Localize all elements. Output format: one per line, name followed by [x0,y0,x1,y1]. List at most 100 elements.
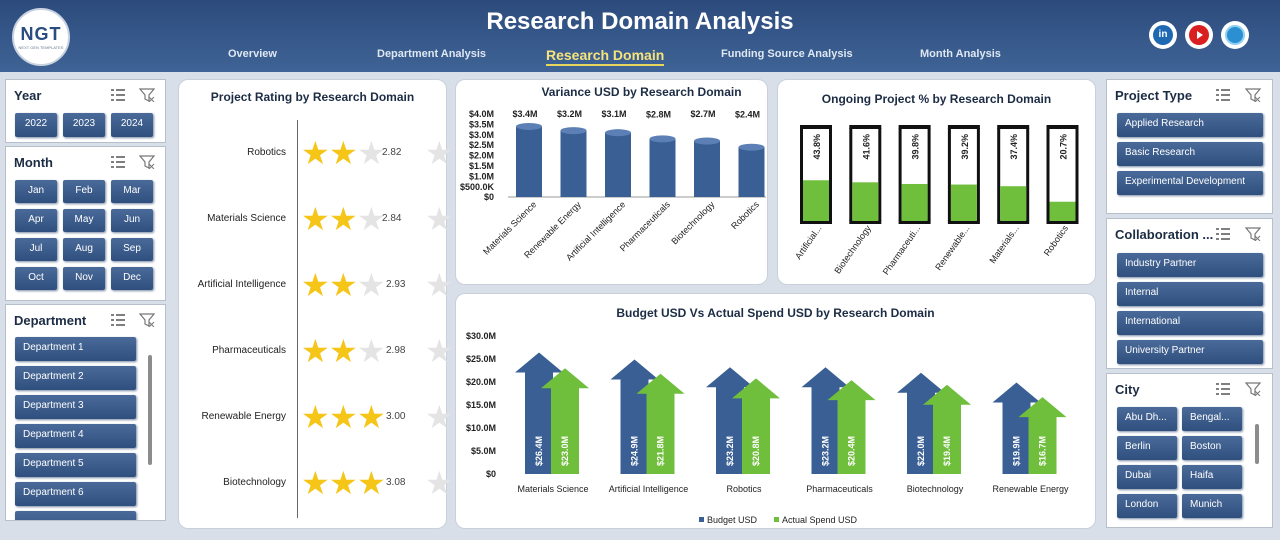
linkedin-button[interactable]: in [1149,21,1177,49]
city-item[interactable]: Bengal... [1182,407,1242,431]
actual-arrow [732,378,780,474]
ongoing-edge-left [1046,128,1050,221]
nav-research-domain[interactable]: Research Domain [546,47,665,66]
website-button[interactable] [1221,21,1249,49]
actual-arrow [541,368,589,474]
legend-actual-swatch [774,517,779,522]
month-may[interactable]: May [63,209,105,232]
rating-category-label: Pharmaceuticals [212,345,286,356]
rating-star-empty: ★ [425,135,454,171]
collaboration-item[interactable]: International [1117,311,1263,335]
clear-filter-icon[interactable] [139,313,155,327]
project-type-item[interactable]: Basic Research [1117,142,1263,166]
budget-ytick-label: $30.0M [466,331,496,341]
project-type-item[interactable]: Experimental Development [1117,171,1263,195]
ongoing-cap [1046,125,1079,129]
year-2022[interactable]: 2022 [15,113,57,137]
city-item[interactable]: Berlin [1117,436,1177,460]
ongoing-edge-right [1075,128,1079,221]
month-jan[interactable]: Jan [15,180,57,203]
youtube-icon [1189,25,1209,45]
clear-filter-icon[interactable] [139,88,155,102]
month-jul[interactable]: Jul [15,238,57,261]
month-sep[interactable]: Sep [111,238,153,261]
budget-ytick-label: $20.0M [466,377,496,387]
rating-star-empty: ★ [357,267,386,303]
department-item[interactable]: Department 4 [15,424,136,448]
ongoing-cap [800,125,832,129]
variance-ytick-label: $2.0M [469,151,494,161]
ongoing-edge-right [829,128,832,221]
city-item[interactable]: Munich [1182,494,1242,518]
department-item[interactable]: Department 3 [15,395,136,419]
city-item[interactable]: Abu Dh... [1117,407,1177,431]
budget-chart: $30.0M $25.0M $20.0M $15.0M $10.0M $5.0M $0 $26… [466,331,1069,525]
month-dec[interactable]: Dec [111,267,153,290]
department-item[interactable]: Department 1 [15,337,136,361]
multi-select-icon[interactable] [1215,382,1231,396]
budget-arrow-label: $23.2M [725,436,735,466]
rating-star-filled: ★ [301,201,330,237]
month-nov[interactable]: Nov [63,267,105,290]
ongoing-base [800,220,832,224]
city-item[interactable]: London [1117,494,1177,518]
multi-select-icon[interactable] [1215,88,1231,102]
city-scrollbar[interactable] [1255,424,1259,464]
ongoing-fill [803,180,829,221]
variance-data-label: $2.7M [690,109,715,119]
nav-department-analysis[interactable]: Department Analysis [377,48,487,60]
month-mar[interactable]: Mar [111,180,153,203]
clear-filter-icon[interactable] [139,155,155,169]
project-rating-card: Project Rating by Research Domain Roboti… [178,79,454,529]
ongoing-fill [950,184,977,221]
department-item[interactable]: Department 6 [15,482,136,506]
multi-select-icon[interactable] [110,155,126,169]
variance-bar-top [649,135,676,143]
department-scrollbar[interactable] [148,355,152,465]
multi-select-icon[interactable] [110,88,126,102]
legend-budget-label: Budget USD [707,515,758,525]
department-item-partial[interactable] [15,511,136,520]
budget-arrow-label: $22.0M [916,436,926,466]
budget-ytick-label: $0 [486,469,496,479]
variance-data-label: $2.8M [646,109,671,119]
nav-overview[interactable]: Overview [228,48,277,60]
month-apr[interactable]: Apr [15,209,57,232]
city-item[interactable]: Dubai [1117,465,1177,489]
nav-funding-source-analysis[interactable]: Funding Source Analysis [721,48,853,60]
budget-arrow-label: $26.4M [534,436,544,466]
month-oct[interactable]: Oct [15,267,57,290]
ongoing-category-label: Biotechnology [832,223,873,275]
variance-ytick-label: $1.5M [469,161,494,171]
department-item[interactable]: Department 5 [15,453,136,477]
month-feb[interactable]: Feb [63,180,105,203]
year-2024[interactable]: 2024 [111,113,153,137]
ongoing-edge-right [1026,128,1030,221]
city-item[interactable]: Haifa [1182,465,1242,489]
clear-filter-icon[interactable] [1245,88,1261,102]
collaboration-item[interactable]: Internal [1117,282,1263,306]
nav-month-analysis[interactable]: Month Analysis [920,48,1001,60]
rating-star-filled: ★ [301,267,330,303]
ongoing-base [997,220,1030,224]
clear-filter-icon[interactable] [1245,227,1261,241]
ongoing-cap [898,125,931,129]
rating-star-filled: ★ [329,399,358,435]
collaboration-item[interactable]: University Partner [1117,340,1263,364]
month-jun[interactable]: Jun [111,209,153,232]
city-item[interactable]: Boston [1182,436,1242,460]
rating-star-filled: ★ [301,135,330,171]
department-item[interactable]: Department 2 [15,366,136,390]
variance-ytick-label: $0 [484,192,494,202]
collaboration-item[interactable]: Industry Partner [1117,253,1263,277]
multi-select-icon[interactable] [110,313,126,327]
project-type-item[interactable]: Applied Research [1117,113,1263,137]
year-2023[interactable]: 2023 [63,113,105,137]
clear-filter-icon[interactable] [1245,382,1261,396]
variance-bar-top [560,127,587,135]
multi-select-icon[interactable] [1215,227,1231,241]
actual-arrow-label: $20.8M [751,436,761,466]
youtube-button[interactable] [1185,21,1213,49]
rating-star-empty: ★ [425,465,454,501]
month-aug[interactable]: Aug [63,238,105,261]
